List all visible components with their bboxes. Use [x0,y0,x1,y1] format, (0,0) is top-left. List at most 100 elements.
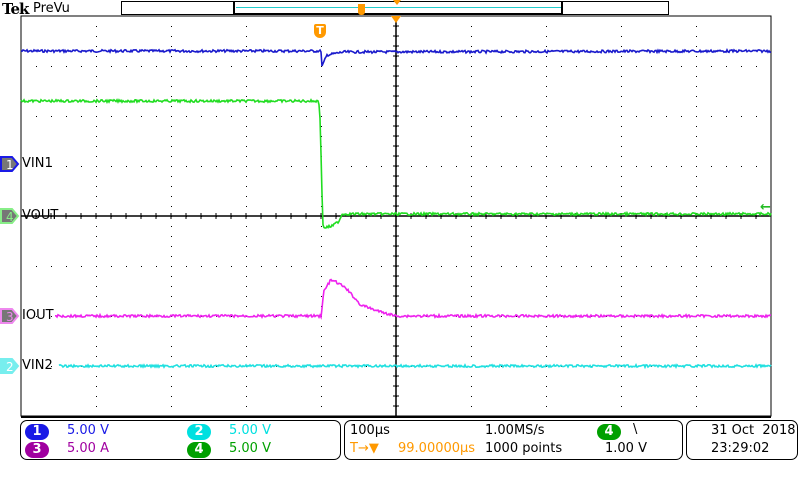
grid-dot [351,116,352,117]
grid-dot [306,266,307,267]
grid-dot [501,366,502,367]
grid-dot [471,136,472,137]
grid-dot [471,116,472,117]
traces [20,48,772,370]
ch3-badge[interactable]: 3 [25,442,49,458]
grid-dot [696,86,697,87]
grid-dot [621,356,622,357]
grid-dot [681,116,682,117]
grid-dot [141,266,142,267]
grid-dot [621,406,622,407]
grid-dot [516,166,517,167]
grid-dot [471,166,472,167]
grid-dot [36,66,37,67]
grid-dot [171,66,172,67]
grid-dot [306,116,307,117]
grid-dot [321,226,322,227]
grid-dot [321,136,322,137]
grid-dot [546,246,547,247]
ch3-scale: 5.00 A [67,441,109,456]
grid-dot [171,76,172,77]
grid-dot [411,166,412,167]
grid-dot [546,26,547,27]
grid-dot [171,96,172,97]
ch3-marker-num: 3 [6,310,14,324]
grid-dot [96,406,97,407]
grid-dot [96,26,97,27]
grid-dot [381,266,382,267]
grid-dot [366,316,367,317]
vertical-settings-panel[interactable]: 1 5.00 V 2 5.00 V 3 5.00 A 4 5.00 V [20,420,341,460]
grid-dot [261,266,262,267]
record-view-line [236,7,561,8]
grid-dot [756,266,757,267]
ch2-badge[interactable]: 2 [187,424,211,440]
grid-dot [471,276,472,277]
grid-dot [381,116,382,117]
grid-dot [96,266,97,267]
grid-dot [471,36,472,37]
grid-dot [696,406,697,407]
ch2-marker-num: 2 [6,360,14,374]
grid-dot [546,326,547,327]
grid-dot [246,156,247,157]
grid-dot [246,276,247,277]
grid-dot [546,36,547,37]
grid-dot [246,196,247,197]
grid-dot [696,386,697,387]
grid-dot [696,166,697,167]
grid-dot [621,116,622,117]
grid-dot [621,166,622,167]
grid-dot [666,66,667,67]
grid-dot [696,76,697,77]
grid-dot [756,116,757,117]
grid-dot [216,166,217,167]
grid-dot [171,396,172,397]
grid-dot [546,386,547,387]
ch3-ground-marker[interactable]: 3 [0,308,20,324]
grid-dot [756,166,757,167]
trigger-position-icon[interactable]: T [314,24,326,38]
grid-dot [321,336,322,337]
grid-dot [246,176,247,177]
grid-dot [546,306,547,307]
grid-dot [246,66,247,67]
ch4-scale: 5.00 V [229,441,271,456]
grid-dot [621,396,622,397]
grid-dot [471,66,472,67]
horizontal-settings-panel[interactable]: 100µs T→▼ 99.00000µs 1.00MS/s 1000 point… [344,420,683,460]
trigger-source-badge[interactable]: 4 [597,424,621,440]
grid-dot [621,196,622,197]
sample-rate: 1.00MS/s [485,423,545,438]
grid-dot [621,336,622,337]
grid-dot [36,366,37,367]
grid-dot [111,166,112,167]
ch1-scale: 5.00 V [67,423,109,438]
grid-dot [291,166,292,167]
grid-dot [171,336,172,337]
grid-dot [381,316,382,317]
grid-dot [621,96,622,97]
ch4-badge[interactable]: 4 [187,442,211,458]
grid-dot [696,46,697,47]
grid-dot [366,266,367,267]
trigger-level: 1.00 V [605,441,647,456]
grid-dot [351,166,352,167]
ch1-ground-marker[interactable]: 1 [0,156,20,172]
trigger-level-icon[interactable]: ← [760,200,771,215]
ch1-badge[interactable]: 1 [25,424,49,440]
ch4-ground-marker[interactable]: 4 [0,208,20,224]
ch2-ground-marker[interactable]: 2 [0,358,20,374]
grid-dot [171,256,172,257]
grid-dot [261,166,262,167]
grid-dot [96,36,97,37]
grid-dot [696,36,697,37]
grid-dot [681,66,682,67]
grid-dot [576,66,577,67]
grid-dot [171,356,172,357]
grid-dot [621,346,622,347]
grid-dot [156,266,157,267]
grid-dot [696,96,697,97]
ch3-label: IOUT [22,308,54,323]
grid-dot [366,66,367,67]
